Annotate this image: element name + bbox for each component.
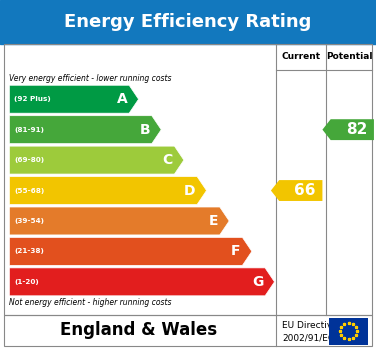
Text: Energy Efficiency Rating: Energy Efficiency Rating (64, 13, 312, 31)
Text: Potential: Potential (326, 52, 373, 61)
Text: EU Directive: EU Directive (282, 321, 338, 330)
Text: C: C (162, 153, 173, 167)
Text: Very energy efficient - lower running costs: Very energy efficient - lower running co… (9, 74, 172, 83)
Polygon shape (9, 207, 229, 235)
Text: 2002/91/EC: 2002/91/EC (282, 334, 334, 342)
Polygon shape (9, 268, 274, 296)
Polygon shape (9, 85, 138, 113)
Text: (1-20): (1-20) (14, 279, 39, 285)
Text: B: B (139, 122, 150, 137)
Text: D: D (184, 183, 195, 198)
Text: A: A (117, 92, 127, 106)
Polygon shape (9, 146, 184, 174)
Text: England & Wales: England & Wales (60, 321, 217, 339)
Bar (4, 44, 372, 315)
Text: (55-68): (55-68) (14, 188, 44, 193)
Polygon shape (271, 180, 323, 201)
Bar (0, 0, 376, 44)
Polygon shape (9, 237, 252, 266)
Polygon shape (323, 119, 374, 140)
Text: E: E (208, 214, 218, 228)
Text: (69-80): (69-80) (14, 157, 44, 163)
Text: (81-91): (81-91) (14, 127, 44, 133)
Text: F: F (231, 244, 241, 259)
Text: 66: 66 (294, 183, 316, 198)
Bar (4, 315, 372, 346)
Polygon shape (9, 116, 161, 144)
Text: Current: Current (282, 52, 321, 61)
Bar (329, 318, 368, 345)
Text: Not energy efficient - higher running costs: Not energy efficient - higher running co… (9, 298, 172, 307)
Text: 82: 82 (346, 122, 367, 137)
Text: (21-38): (21-38) (14, 248, 44, 254)
Text: (39-54): (39-54) (14, 218, 44, 224)
Text: G: G (252, 275, 263, 289)
Polygon shape (9, 176, 206, 205)
Text: (92 Plus): (92 Plus) (14, 96, 51, 102)
